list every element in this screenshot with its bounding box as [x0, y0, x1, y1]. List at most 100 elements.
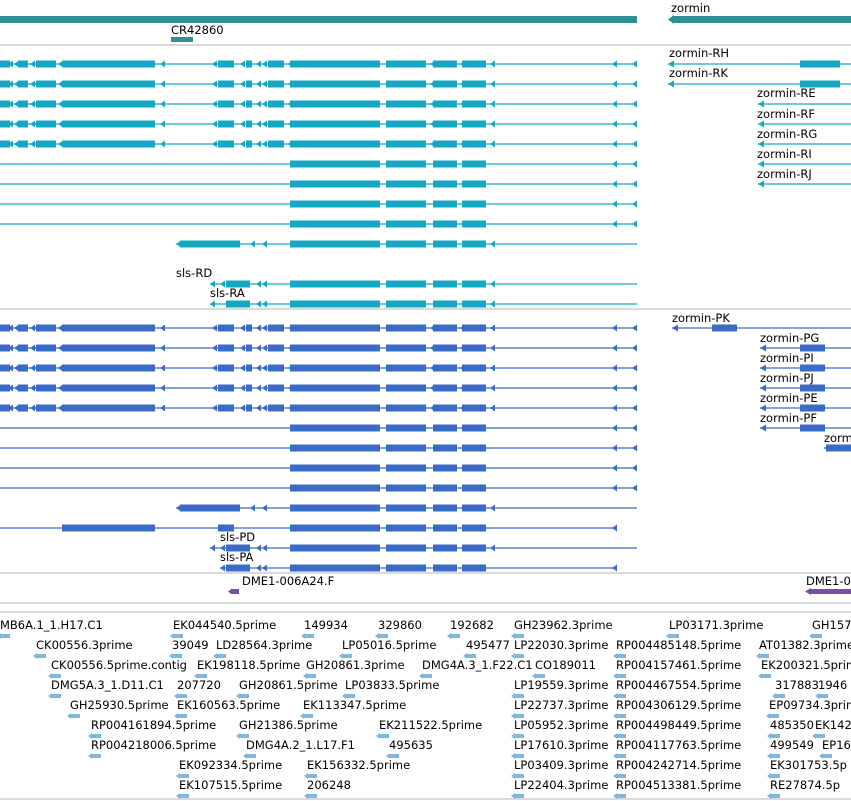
exon-block [18, 384, 28, 392]
gene-bar-cr42860[interactable] [171, 37, 193, 42]
protein-row [220, 564, 617, 572]
exon-block [433, 544, 457, 552]
transcript-row [758, 180, 851, 188]
exon-block [62, 100, 155, 108]
protein-row [760, 344, 851, 352]
exon-block [62, 324, 155, 332]
exon-block [386, 444, 426, 452]
strand-arrow [210, 544, 215, 552]
exon-block [290, 464, 380, 472]
strand-arrow [58, 344, 63, 352]
exon-block [218, 404, 234, 412]
gene-bar-zormin[interactable] [672, 16, 851, 23]
est-label: EK211522.5prime [379, 718, 482, 732]
strand-arrow [8, 100, 13, 108]
est-arrow [88, 753, 92, 759]
exon-block [18, 404, 28, 412]
strand-arrow [256, 100, 261, 108]
strand-arrow [212, 404, 217, 412]
est-glyph [173, 634, 183, 638]
protein-row [0, 384, 637, 392]
est-glyph [514, 774, 524, 778]
strand-arrow [758, 120, 764, 128]
est-arrow [304, 773, 308, 779]
est-glyph [304, 634, 314, 638]
est-label: LP22737.3prime [514, 698, 608, 712]
strand-arrow [14, 140, 19, 148]
strand-arrow [176, 240, 181, 248]
est-arrow [815, 693, 819, 699]
est-arrow [170, 633, 174, 639]
gene-bar-sls[interactable] [0, 16, 637, 23]
est-glyph [306, 674, 316, 678]
exon-block [36, 344, 56, 352]
strand-arrow [240, 324, 245, 332]
transcript-label: zormin-RK [669, 66, 728, 80]
strand-arrow [632, 324, 637, 332]
est-arrow [300, 713, 304, 719]
est-label: RP004498449.5prime [616, 718, 741, 732]
strand-arrow [460, 324, 465, 332]
est-label: CK00556.5prime.contig [51, 658, 187, 672]
strand-arrow [760, 384, 766, 392]
exon-block [246, 140, 252, 148]
exon-block [62, 404, 155, 412]
strand-arrow [30, 404, 35, 412]
exon-block [433, 504, 457, 512]
protein-label: sls-PD [220, 530, 255, 544]
strand-arrow [262, 60, 267, 68]
est-glyph [514, 694, 524, 698]
strand-arrow [760, 364, 766, 372]
est-glyph [345, 694, 355, 698]
clone-bar[interactable] [810, 589, 851, 594]
exon-block [268, 364, 284, 372]
gene-track: CR42860 zormin [0, 1, 851, 42]
exon-block [433, 404, 457, 412]
strand-arrow [220, 404, 225, 412]
exon-block [218, 100, 234, 108]
strand-arrow [58, 140, 63, 148]
strand-arrow [490, 280, 495, 288]
est-glyph [466, 654, 476, 658]
strand-arrow [210, 280, 215, 288]
transcript-row [0, 80, 637, 88]
transcript-row [758, 100, 851, 108]
exon-block [462, 120, 486, 128]
exon-block [36, 324, 56, 332]
transcript-labels: zormin-RH zormin-RK zormin-RE zormin-RF … [176, 46, 817, 300]
clone-bar[interactable] [231, 589, 239, 594]
strand-arrow [632, 120, 637, 128]
exon-block [462, 324, 486, 332]
exon-block [268, 120, 284, 128]
exon-block [386, 504, 426, 512]
protein-label: zormin-PJ [760, 371, 814, 385]
exon-block [246, 100, 252, 108]
strand-arrow [34, 80, 39, 88]
est-label: RP004117763.5prime [616, 738, 741, 752]
strand-arrow [758, 180, 764, 188]
exon-block [433, 80, 457, 88]
strand-arrow [220, 344, 225, 352]
est-label: RE27874.5p [770, 778, 840, 792]
strand-arrow [758, 100, 764, 108]
exon-block [386, 240, 426, 248]
exon-block [290, 160, 380, 168]
exon-block [62, 60, 155, 68]
exon-block [433, 180, 457, 188]
est-arrow [511, 713, 515, 719]
strand-arrow [256, 120, 261, 128]
est-glyph [616, 794, 626, 798]
strand-arrow [612, 200, 617, 208]
est-arrow [613, 793, 617, 799]
est-arrow [304, 793, 308, 799]
est-glyph [303, 714, 313, 718]
strand-arrow [30, 100, 35, 108]
exon-block [462, 484, 486, 492]
exon-block [218, 384, 234, 392]
exon-block [290, 280, 380, 288]
exon-block [218, 324, 234, 332]
strand-arrow [8, 60, 13, 68]
strand-arrow [758, 160, 764, 168]
est-label: EK113347.5prime [303, 698, 406, 712]
exon-block [433, 160, 457, 168]
